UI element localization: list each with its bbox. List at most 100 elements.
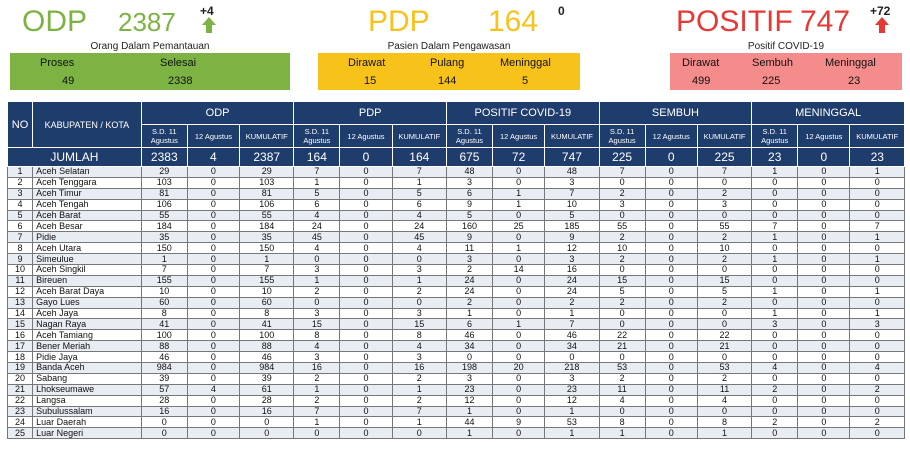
- table-cell: 2: [391, 394, 447, 407]
- table-cell: 5: [293, 187, 341, 200]
- table-cell: 0: [186, 285, 241, 298]
- table-cell: 0: [644, 307, 698, 320]
- table-cell: 16: [391, 362, 447, 374]
- table-cell: 0: [644, 340, 698, 353]
- table-cell: 0: [797, 242, 851, 255]
- row-number: 25: [6, 427, 34, 440]
- table-cell: 0: [644, 242, 698, 255]
- subheader-sub3: KUMULATIF: [849, 124, 905, 148]
- pdp-panel: PDP 164 0 Pasien Dalam Pengawasan Dirawa…: [310, 0, 590, 95]
- arrow-up-icon: [875, 17, 889, 33]
- subheader-sub2: 12 Agustus: [186, 124, 241, 148]
- region-name: Sabang: [32, 372, 142, 385]
- table-cell: 0: [339, 187, 393, 200]
- table-cell: 0: [491, 253, 546, 266]
- subheader-sub3: KUMULATIF: [544, 124, 600, 148]
- table-cell: 5: [598, 285, 646, 298]
- region-name: Lhokseumawe: [32, 383, 142, 396]
- table-cell: 1: [849, 231, 905, 244]
- table-cell: 0: [339, 198, 393, 211]
- table-cell: 0: [186, 416, 241, 429]
- table-cell: 0: [797, 274, 851, 287]
- table-cell: 0: [644, 166, 698, 178]
- table-cell: 1: [140, 253, 188, 266]
- table-cell: 2: [849, 383, 905, 396]
- table-cell: 0: [339, 329, 393, 342]
- table-cell: 46: [445, 329, 493, 342]
- table-cell: 2: [696, 372, 753, 385]
- table-cell: 0: [491, 372, 546, 385]
- table-cell: 1: [751, 307, 799, 320]
- table-cell: 0: [339, 351, 393, 364]
- table-cell: 0: [491, 274, 546, 287]
- row-number: 6: [6, 220, 34, 233]
- region-name: Aceh Tengah: [32, 198, 142, 211]
- table-cell: 150: [239, 242, 295, 255]
- table-cell: 16: [544, 264, 600, 276]
- table-row: 2 Aceh Tenggara 103 0 103 1 0 1 3 0 3 0 0 0 0 0 0: [6, 176, 905, 189]
- table-cell: 10: [239, 285, 295, 298]
- table-cell: 2: [293, 372, 341, 385]
- table-cell: 16: [239, 405, 295, 418]
- table-cell: 8: [598, 416, 646, 429]
- positif-val1: 499: [692, 75, 711, 87]
- table-cell: 0: [849, 176, 905, 189]
- table-cell: 55: [239, 209, 295, 222]
- table-cell: 1: [849, 307, 905, 320]
- total-cell: 225: [696, 147, 753, 167]
- table-cell: 1: [751, 285, 799, 298]
- table-cell: 39: [140, 372, 188, 385]
- odp-count: 2387: [118, 7, 176, 37]
- table-cell: 0: [186, 187, 241, 200]
- table-cell: 4: [751, 362, 799, 374]
- positif-col2: Sembuh: [752, 57, 793, 69]
- pdp-col3: Meninggal: [500, 57, 551, 69]
- table-cell: 0: [186, 220, 241, 233]
- table-cell: 0: [186, 166, 241, 178]
- table-cell: 0: [339, 340, 393, 353]
- table-cell: 0: [797, 372, 851, 385]
- table-cell: 39: [239, 372, 295, 385]
- table-cell: 106: [140, 198, 188, 211]
- table-cell: 0: [186, 318, 241, 331]
- table-cell: 0: [140, 416, 188, 429]
- region-name: Aceh Selatan: [32, 166, 142, 178]
- table-cell: 21: [598, 340, 646, 353]
- row-number: 20: [6, 372, 34, 385]
- table-cell: 0: [751, 405, 799, 418]
- row-number: 13: [6, 296, 34, 309]
- subheader-row: S.D. 11 Agustus 12 Agustus KUMULATIF S.D. 1…: [8, 124, 905, 148]
- table-cell: 0: [797, 209, 851, 222]
- table-cell: 0: [339, 253, 393, 266]
- table-cell: 1: [391, 176, 447, 189]
- table-cell: 0: [186, 253, 241, 266]
- table-cell: 218: [544, 362, 600, 374]
- table-cell: 0: [186, 209, 241, 222]
- table-cell: 4: [696, 394, 753, 407]
- table-cell: 1: [544, 427, 600, 440]
- table-cell: 0: [339, 242, 393, 255]
- table-cell: 24: [544, 274, 600, 287]
- table-cell: 3: [391, 351, 447, 364]
- table-cell: 0: [491, 427, 546, 440]
- subheader-sub2: 12 Agustus: [644, 124, 698, 148]
- row-number: 23: [6, 405, 34, 418]
- table-cell: 81: [239, 187, 295, 200]
- region-name: Nagan Raya: [32, 318, 142, 331]
- table-cell: 0: [293, 427, 341, 440]
- table-cell: 0: [339, 166, 393, 178]
- table-cell: 4: [391, 340, 447, 353]
- table-cell: 0: [339, 405, 393, 418]
- table-cell: 0: [797, 307, 851, 320]
- table-cell: 0: [644, 416, 698, 429]
- table-cell: 3: [391, 307, 447, 320]
- table-cell: 0: [644, 351, 698, 364]
- table-cell: 10: [544, 198, 600, 211]
- region-name: Luar Daerah: [32, 416, 142, 429]
- table-cell: 2: [751, 383, 799, 396]
- table-cell: 0: [797, 405, 851, 418]
- table-cell: 0: [797, 340, 851, 353]
- region-name: Subulussalam: [32, 405, 142, 418]
- table-row: 25 Luar Negeri 0 0 0 0 0 0 1 0 1 1 0 1 0 0 0: [6, 427, 905, 440]
- table-cell: 9: [445, 198, 493, 211]
